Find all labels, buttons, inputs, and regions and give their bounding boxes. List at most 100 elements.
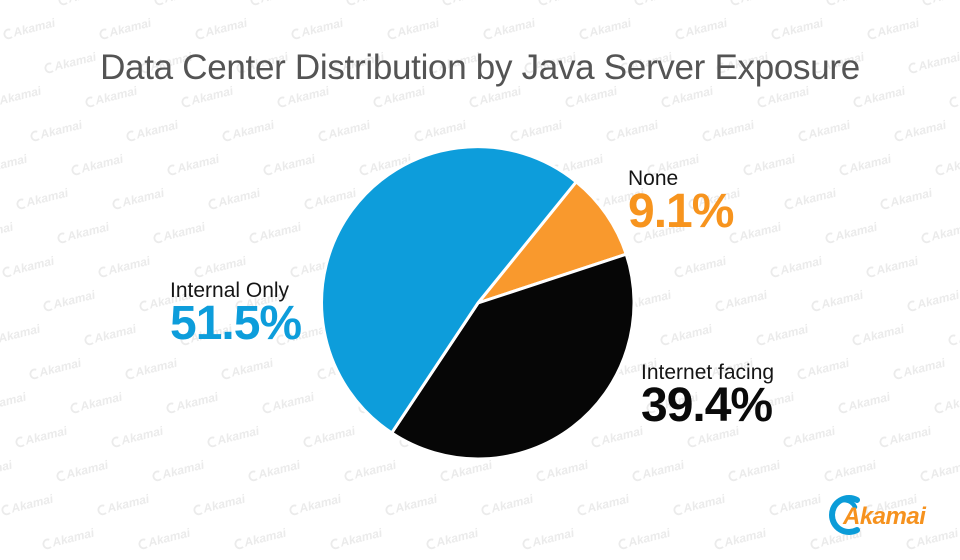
watermark-akamai-logo: Akamai	[82, 84, 139, 111]
watermark-akamai-logo: Akamai	[630, 220, 687, 247]
watermark-akamai-logo: Akamai	[288, 16, 345, 43]
watermark-akamai-logo: Akamai	[135, 526, 192, 553]
watermark-akamai-logo: Akamai	[780, 424, 837, 451]
watermark-akamai-logo: Akamai	[341, 458, 398, 485]
watermark-akamai-logo: Akamai	[862, 492, 919, 519]
watermark-akamai-logo: Akamai	[711, 526, 768, 553]
watermark-akamai-logo: Akamai	[739, 390, 796, 417]
watermark-akamai-logo: Akamai	[807, 526, 864, 553]
watermark-akamai-logo: Akamai	[232, 288, 289, 315]
watermark-akamai-logo: Akamai	[246, 220, 303, 247]
watermark-akamai-logo: Akamai	[767, 254, 824, 281]
watermark-akamai-logo: Akamai	[507, 118, 564, 145]
watermark-akamai-logo: Akamai	[822, 220, 879, 247]
watermark-akamai-logo: Akamai	[864, 16, 921, 43]
watermark-akamai-logo: Akamai	[67, 390, 124, 417]
watermark-akamai-logo: Akamai	[480, 16, 537, 43]
watermark-akamai-logo: Akamai	[314, 356, 371, 383]
watermark-akamai-logo: Akamai	[685, 186, 742, 213]
slice-value-internet-facing: 39.4%	[641, 379, 773, 432]
watermark-akamai-logo: Akamai	[423, 526, 480, 553]
watermark-akamai-logo: Akamai	[809, 50, 866, 77]
watermark-akamai-logo: Akamai	[233, 50, 290, 77]
watermark-akamai-logo: Akamai	[287, 254, 344, 281]
watermark-akamai-logo: Akamai	[370, 84, 427, 111]
watermark-akamai-logo: Akamai	[466, 84, 523, 111]
watermark-akamai-logo: Akamai	[671, 254, 728, 281]
watermark-akamai-logo: Akamai	[247, 0, 304, 8]
watermark-akamai-logo: Akamai	[917, 458, 960, 485]
watermark-akamai-logo: Akamai	[919, 0, 960, 8]
watermark-akamai-logo: Akamai	[218, 356, 275, 383]
watermark-akamai-logo: Akamai	[643, 390, 700, 417]
watermark-akamai-logo: Akamai	[712, 288, 769, 315]
watermark-akamai-logo: Akamai	[343, 0, 400, 8]
watermark-akamai-logo: Akamai	[274, 84, 331, 111]
watermark-akamai-logo: Akamai	[658, 84, 715, 111]
watermark-akamai-logo: Akamai	[768, 16, 825, 43]
watermark-akamai-logo: Akamai	[273, 322, 330, 349]
watermark-akamai-logo: Akamai	[631, 0, 688, 8]
pie-slice-internal-only	[320, 145, 578, 435]
watermark-akamai-logo: Akamai	[891, 118, 948, 145]
watermark-akamai-logo: Akamai	[55, 0, 112, 8]
watermark-akamai-logo: Akamai	[890, 356, 947, 383]
watermark-akamai-logo: Akamai	[629, 458, 686, 485]
watermark-akamai-logo: Akamai	[109, 186, 166, 213]
watermark-akamai-logo: Akamai	[821, 458, 878, 485]
watermark-akamai-logo: Akamai	[576, 16, 633, 43]
watermark-akamai-logo: Akamai	[876, 424, 933, 451]
callout-internal-only: Internal Only 51.5%	[170, 278, 302, 348]
watermark-akamai-logo: Akamai	[54, 220, 111, 247]
callout-internet-facing: Internet facing 39.4%	[641, 360, 774, 432]
watermark-akamai-logo: Akamai	[151, 0, 208, 8]
watermark-akamai-logo: Akamai	[521, 50, 578, 77]
watermark-akamai-logo: Akamai	[644, 152, 701, 179]
watermark-akamai-logo: Akamai	[0, 16, 57, 43]
watermark-akamai-logo: Akamai	[850, 84, 907, 111]
watermark-akamai-logo: Akamai	[150, 220, 207, 247]
watermark-akamai-logo: Akamai	[905, 50, 960, 77]
watermark-akamai-logo: Akamai	[163, 390, 220, 417]
watermark-akamai-logo: Akamai	[615, 526, 672, 553]
watermark-akamai-logo: Akamai	[12, 424, 69, 451]
watermark-akamai-logo: Akamai	[108, 424, 165, 451]
watermark-akamai-logo: Akamai	[329, 50, 386, 77]
slice-label-none: None	[628, 167, 679, 190]
watermark-akamai-logo: Akamai	[794, 356, 851, 383]
watermark-akamai-logo: Akamai	[574, 492, 631, 519]
watermark-akamai-logo: Akamai	[0, 254, 56, 281]
callout-none: None 9.1%	[628, 166, 734, 238]
slice-value-none: 9.1%	[628, 185, 734, 238]
akamai-logo: Akamai	[822, 490, 944, 542]
watermark-akamai-logo: Akamai	[39, 526, 96, 553]
watermark-akamai-logo: Akamai	[68, 152, 125, 179]
watermark-akamai-logo: Akamai	[384, 16, 441, 43]
watermark-akamai-logo: Akamai	[781, 186, 838, 213]
watermark-akamai-logo: Akamai	[823, 0, 880, 8]
watermark-akamai-logo: Akamai	[205, 186, 262, 213]
watermark-akamai-logo: Akamai	[191, 254, 248, 281]
watermark-akamai-logo: Akamai	[260, 152, 317, 179]
watermark-akamai-logo: Akamai	[946, 84, 960, 111]
watermark-akamai-logo: Akamai	[164, 152, 221, 179]
chart-title: Data Center Distribution by Java Server …	[100, 48, 860, 87]
watermark-akamai-logo: Akamai	[863, 254, 920, 281]
watermark-akamai-logo: Akamai	[753, 322, 810, 349]
pie-slice-internet-facing	[390, 252, 636, 461]
watermark-akamai-logo: Akamai	[519, 526, 576, 553]
watermark-akamai-logo: Akamai	[903, 526, 960, 553]
watermark-akamai-logo: Akamai	[877, 186, 934, 213]
watermark-akamai-logo: Akamai	[137, 50, 194, 77]
watermark-akamai-logo: Akamai	[808, 288, 865, 315]
watermark-akamai-logo: Akamai	[286, 492, 343, 519]
watermark-akamai-logo: Akamai	[795, 118, 852, 145]
watermark-akamai-logo: Akamai	[931, 390, 960, 417]
watermark-akamai-logo: Akamai	[835, 390, 892, 417]
watermark-akamai-logo: Akamai	[535, 0, 592, 8]
watermark-akamai-logo: Akamai	[713, 50, 770, 77]
watermark-akamai-logo: Akamai	[178, 84, 235, 111]
watermark-akamai-logo: Akamai	[192, 16, 249, 43]
